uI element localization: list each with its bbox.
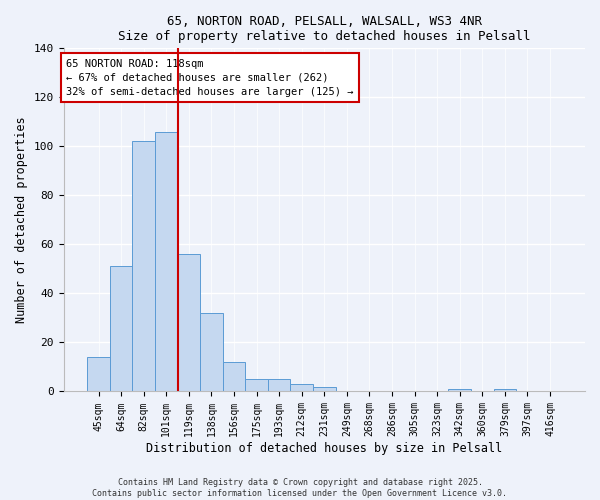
Bar	[448, 389, 471, 392]
Title: 65, NORTON ROAD, PELSALL, WALSALL, WS3 4NR
Size of property relative to detached: 65, NORTON ROAD, PELSALL, WALSALL, WS3 4…	[118, 15, 530, 43]
Bar	[155, 132, 178, 392]
Bar	[87, 357, 110, 392]
Text: Contains HM Land Registry data © Crown copyright and database right 2025.
Contai: Contains HM Land Registry data © Crown c…	[92, 478, 508, 498]
Bar	[223, 362, 245, 392]
Y-axis label: Number of detached properties: Number of detached properties	[15, 116, 28, 323]
Bar	[110, 266, 133, 392]
Bar	[313, 386, 335, 392]
Bar	[494, 389, 516, 392]
Bar	[290, 384, 313, 392]
Bar	[178, 254, 200, 392]
Text: 65 NORTON ROAD: 118sqm
← 67% of detached houses are smaller (262)
32% of semi-de: 65 NORTON ROAD: 118sqm ← 67% of detached…	[66, 58, 353, 96]
Bar	[200, 313, 223, 392]
Bar	[268, 379, 290, 392]
Bar	[133, 142, 155, 392]
Bar	[245, 379, 268, 392]
X-axis label: Distribution of detached houses by size in Pelsall: Distribution of detached houses by size …	[146, 442, 502, 455]
